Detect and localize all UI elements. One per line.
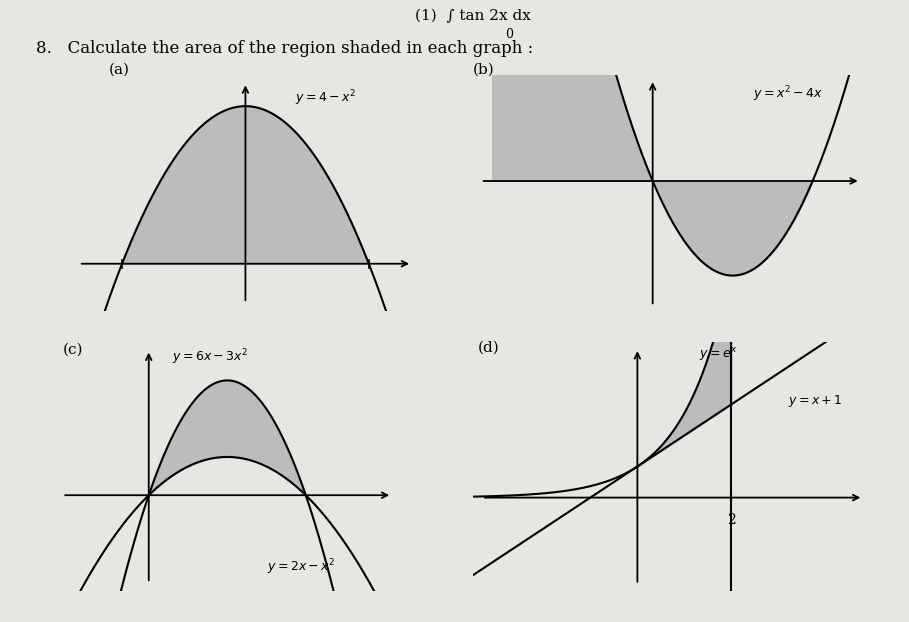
Text: (b): (b) — [473, 62, 494, 77]
Text: (c): (c) — [63, 343, 83, 356]
Text: (1)  ∫ tan 2x dx: (1) ∫ tan 2x dx — [415, 9, 531, 24]
Text: 8.   Calculate the area of the region shaded in each graph :: 8. Calculate the area of the region shad… — [36, 40, 534, 57]
Text: $y = x + 1$: $y = x + 1$ — [788, 393, 843, 409]
Text: $y = 6x - 3x^2$: $y = 6x - 3x^2$ — [173, 347, 248, 367]
Text: $y = x^2 - 4x$: $y = x^2 - 4x$ — [753, 85, 823, 104]
Text: $y = 2x - x^2$: $y = 2x - x^2$ — [266, 558, 335, 577]
Text: $y = e^x$: $y = e^x$ — [698, 346, 737, 363]
Text: (d): (d) — [477, 340, 499, 355]
Text: $y = 4 - x^2$: $y = 4 - x^2$ — [295, 88, 355, 108]
Text: (a): (a) — [109, 62, 130, 77]
Text: 2: 2 — [727, 513, 736, 527]
Text: 0: 0 — [505, 28, 513, 41]
